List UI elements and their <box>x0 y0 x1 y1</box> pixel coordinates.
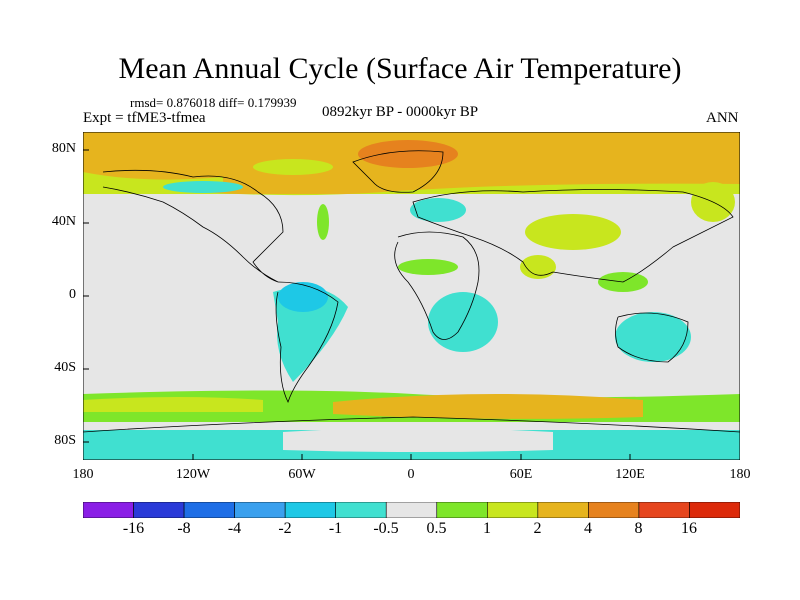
colorbar-swatch <box>234 502 286 518</box>
colorbar-swatch <box>487 502 539 518</box>
colorbar-swatch <box>284 502 336 518</box>
colorbar-label: 8 <box>634 520 643 537</box>
lon-label-60w: 60W <box>288 467 316 482</box>
colorbar-label: 0.5 <box>426 520 447 537</box>
lon-label-120w: 120W <box>175 467 211 482</box>
southern-africa-cool <box>428 292 498 352</box>
lat-label-80s: 80S <box>54 433 76 448</box>
lat-label-40s: 40S <box>54 360 76 375</box>
australia-cool <box>615 312 691 362</box>
lon-label-180e: 180 <box>729 467 751 482</box>
colorbar-swatch <box>638 502 690 518</box>
lat-label-0: 0 <box>69 287 76 302</box>
tibet-warm <box>525 214 621 250</box>
sahel-warm <box>398 259 458 275</box>
colorbar-label: -16 <box>122 520 145 537</box>
coastlines <box>83 150 740 433</box>
colorbar-swatch <box>183 502 235 518</box>
colorbar-swatch <box>133 502 185 518</box>
colorbar-swatch <box>83 502 134 518</box>
period-label: 0892kyr BP - 0000kyr BP <box>322 104 479 120</box>
south-america-cool <box>273 287 348 382</box>
atlantic-coast-warm <box>317 204 329 240</box>
lon-label-0: 0 <box>407 467 415 482</box>
india-warm <box>520 255 556 279</box>
southern-ocean-orange <box>333 393 643 419</box>
colorbar <box>83 502 740 518</box>
colorbar-label: 2 <box>533 520 542 537</box>
lat-label-40n: 40N <box>51 214 76 229</box>
season-label: ANN <box>706 110 739 126</box>
arctic-green-edge <box>83 180 740 196</box>
axis-ticks <box>83 149 631 460</box>
lon-label-180w: 180 <box>72 467 94 482</box>
colorbar-label: 4 <box>584 520 592 537</box>
temperature-difference-map <box>83 132 740 460</box>
north-pacific-cool <box>163 181 243 193</box>
colorbar-swatch <box>588 502 640 518</box>
southern-ocean-yellow-west <box>83 397 263 412</box>
colorbar-label: -8 <box>177 520 191 537</box>
colorbar-label: 16 <box>681 520 697 537</box>
lon-label-120e: 120E <box>615 467 645 482</box>
colorbar-label: -2 <box>278 520 292 537</box>
colorbar-label: -4 <box>227 520 242 537</box>
colorbar-label: -1 <box>328 520 343 537</box>
lon-label-60e: 60E <box>509 467 533 482</box>
colorbar-label: -0.5 <box>373 520 399 537</box>
colorbar-label: 1 <box>483 520 491 537</box>
europe-cool <box>410 198 466 222</box>
colorbar-swatch <box>335 502 387 518</box>
colorbar-swatch <box>537 502 589 518</box>
lat-label-80n: 80N <box>51 141 76 156</box>
map-title: Mean Annual Cycle (Surface Air Temperatu… <box>118 52 682 85</box>
experiment-label: Expt = tfME3-tfmea <box>83 110 206 126</box>
rmsd-diff-stats: rmsd= 0.876018 diff= 0.179939 <box>130 95 297 110</box>
antarctic-neutral <box>283 428 553 452</box>
amazon-cool <box>278 282 328 312</box>
colorbar-swatch <box>436 502 488 518</box>
colorbar-swatch <box>689 502 740 518</box>
canada-warm <box>253 159 333 175</box>
colorbar-swatch <box>385 502 438 518</box>
greenland-hotspot <box>358 140 458 168</box>
